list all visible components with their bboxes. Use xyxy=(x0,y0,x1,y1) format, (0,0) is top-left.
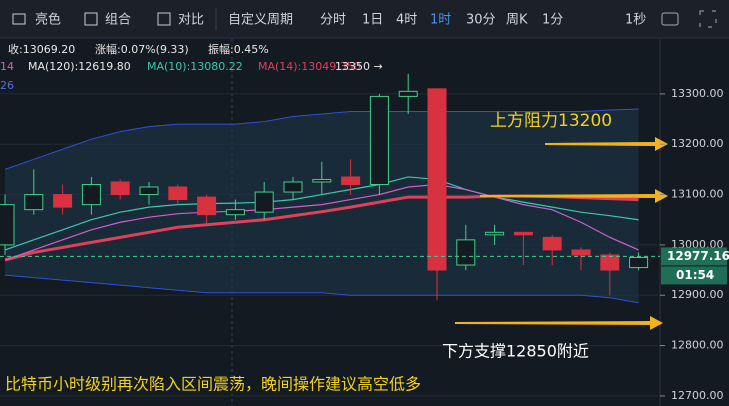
ma-line xyxy=(4,183,639,261)
toolbar-button[interactable]: 自定义周期 xyxy=(228,13,293,28)
candle-body xyxy=(53,194,73,208)
countdown: 01:54 xyxy=(676,268,714,282)
candle-body xyxy=(168,186,188,201)
price-tag xyxy=(661,247,727,266)
y-tick-label: 13100.00 xyxy=(671,188,724,201)
y-tick-label: 13200.00 xyxy=(671,137,724,150)
y-tick-label: 12800.00 xyxy=(671,339,724,352)
icon xyxy=(12,13,26,25)
candle-body xyxy=(398,90,418,97)
arrow xyxy=(545,137,668,151)
band-line xyxy=(4,274,639,304)
fullscreen-icon[interactable] xyxy=(699,10,717,28)
indicator-label: MA(14):13049.350 xyxy=(258,60,361,73)
band-line xyxy=(4,108,639,170)
icon xyxy=(84,12,98,26)
candle-body xyxy=(139,186,159,196)
indicator-label: 26 xyxy=(0,79,14,92)
candle-body xyxy=(24,194,44,211)
annotation: 上方阻力13200 xyxy=(490,111,612,131)
y-tick-label: 12900.00 xyxy=(671,288,724,301)
candle-body xyxy=(341,176,361,185)
toolbar-button[interactable]: 分时 xyxy=(320,13,346,28)
countdown-bg xyxy=(661,266,727,285)
candle-body xyxy=(312,178,332,183)
camera-icon[interactable] xyxy=(661,12,679,26)
arrow xyxy=(455,316,663,330)
toolbar-button[interactable]: 周K xyxy=(506,13,528,28)
candle-body xyxy=(513,231,533,236)
info-label: 振幅:0.45% xyxy=(208,42,269,56)
indicator-label: 14 xyxy=(0,60,14,73)
y-tick-label: 13300.00 xyxy=(671,87,724,100)
annotation: 比特币小时级别再次陷入区间震荡，晚间操作建议高空低多 xyxy=(5,375,421,394)
toolbar-bg xyxy=(0,0,729,38)
candle-body xyxy=(225,209,245,216)
toolbar-button[interactable]: 1日 xyxy=(362,13,383,28)
toolbar-button[interactable]: 1时 xyxy=(430,13,451,28)
candle-body xyxy=(197,196,217,216)
indicator-label: 13350 → xyxy=(335,60,383,73)
candle-body xyxy=(0,204,15,246)
candle-body xyxy=(600,254,620,271)
candle-body xyxy=(254,191,274,213)
candle-body xyxy=(571,249,591,256)
candle-body xyxy=(81,183,101,206)
icon xyxy=(157,12,171,26)
candle-body xyxy=(427,88,447,271)
chart xyxy=(0,73,660,397)
y-tick-label: 12700.00 xyxy=(671,389,724,402)
price-tag-label: 12977.16 xyxy=(667,249,729,263)
info-label: 涨幅:0.07%(9.33) xyxy=(95,43,189,56)
toolbar-button[interactable]: 4时 xyxy=(396,13,417,28)
band-area xyxy=(5,108,639,303)
candle-body xyxy=(456,239,476,266)
toolbar-button[interactable]: 30分 xyxy=(466,13,496,28)
candle-body xyxy=(542,236,562,251)
candle-body xyxy=(369,95,389,185)
toolbar-button[interactable]: 1秒 xyxy=(625,13,646,28)
arrow xyxy=(480,189,668,203)
toolbar-button[interactable]: 亮色 xyxy=(35,12,61,28)
toolbar-button[interactable]: 1分 xyxy=(542,13,563,28)
candle-body xyxy=(283,181,303,193)
info-label: 收:13069.20 xyxy=(8,42,75,56)
candle-body xyxy=(485,231,505,236)
candle-body xyxy=(110,181,130,196)
toolbar-button[interactable]: 组合 xyxy=(105,13,131,28)
arrows xyxy=(455,137,668,330)
annotation: 下方支撑12850附近 xyxy=(442,342,589,361)
candle-body xyxy=(629,256,649,269)
toolbar-button[interactable]: 对比 xyxy=(178,13,204,28)
indicator-label: MA(10):13080.22 xyxy=(147,60,243,73)
indicator-label: MA(120):12619.80 xyxy=(28,60,131,73)
